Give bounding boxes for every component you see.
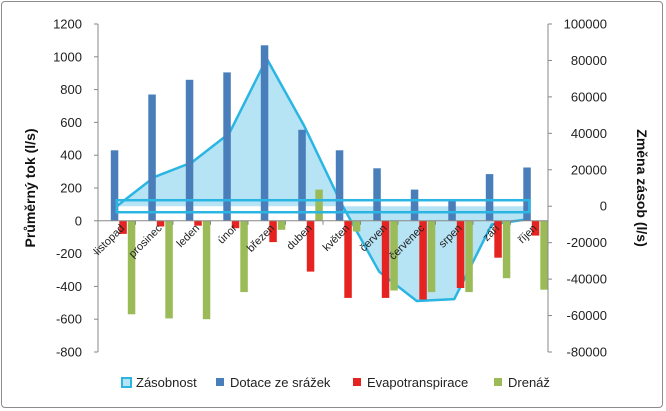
y2-tick-label: 60000 [571,89,607,104]
y2-tick-label: -60000 [567,308,607,323]
precip-bar [148,94,156,221]
precip-bar [223,72,231,221]
drain-bar [240,220,248,293]
y-tick-label: -400 [56,279,82,294]
y-tick-label: 600 [60,115,82,130]
evapo-bar [231,220,240,229]
evapo-bar [119,220,127,234]
precip-bar [335,150,344,221]
legend-marker [494,378,502,386]
evapo-bar [194,220,202,226]
evapo-bar [419,220,427,300]
drain-bar [165,220,173,319]
y-axis-title: Průměrný tok (l/s) [22,128,38,247]
drain-bar [502,220,511,279]
drain-bar [390,220,398,291]
legend-marker [353,378,361,386]
y2-tick-label: 20000 [571,162,607,177]
drain-bar [427,220,436,293]
y2-tick-label: 40000 [571,126,607,141]
drain-bar [540,220,548,290]
category-label: listopad [92,222,127,257]
y2-tick-label: -80000 [567,345,607,360]
legend-marker-storage [121,377,132,388]
legend-marker [216,378,224,386]
drain-bar [127,220,136,315]
evapo-bar [269,220,277,243]
precip-bar [448,199,456,221]
y2-tick-label: -20000 [567,235,607,250]
y-tick-label: 1200 [53,17,82,32]
precip-bar [110,150,119,221]
drain-bar [202,220,211,320]
y-tick-label: 0 [75,213,82,228]
evapo-bar [344,220,352,298]
evapo-bar [456,220,465,288]
y2-tick-label: -40000 [567,272,607,287]
drain-bar [352,220,361,232]
drain-bar [315,189,323,221]
drain-bar [277,220,286,230]
y-tick-label: 1000 [53,49,82,64]
storage-baseline [115,198,531,214]
drain-bar [465,220,473,293]
legend-label: Evapotranspirace [367,375,468,390]
y-tick-label: -200 [56,246,82,261]
y-tick-label: 400 [60,148,82,163]
precip-bar [485,174,494,221]
y-tick-label: 800 [60,82,82,97]
y-tick-label: 200 [60,181,82,196]
evapo-bar [531,220,540,236]
evapo-bar [494,220,502,258]
legend-label: Dotace ze srážek [230,375,331,390]
precip-bar [185,79,194,221]
precip-bar [410,189,419,221]
precip-bar [523,167,531,221]
y2-tick-label: 0 [600,199,607,214]
y2-tick-label: 100000 [564,17,607,32]
evapo-bar [306,220,315,272]
category-label: leden [175,222,203,250]
precip-bar [260,45,269,221]
legend-label: Zásobnost [136,375,197,390]
y-tick-label: -600 [56,312,82,327]
y2-tick-label: 80000 [571,53,607,68]
y-tick-label: -800 [56,345,82,360]
legend-label: Drenáž [508,375,550,390]
precip-bar [298,129,306,221]
evapo-bar [381,220,390,298]
y2-axis-title: Změna zásob (l/s) [634,129,650,246]
precip-bar [373,168,381,221]
evapo-bar [156,220,165,227]
